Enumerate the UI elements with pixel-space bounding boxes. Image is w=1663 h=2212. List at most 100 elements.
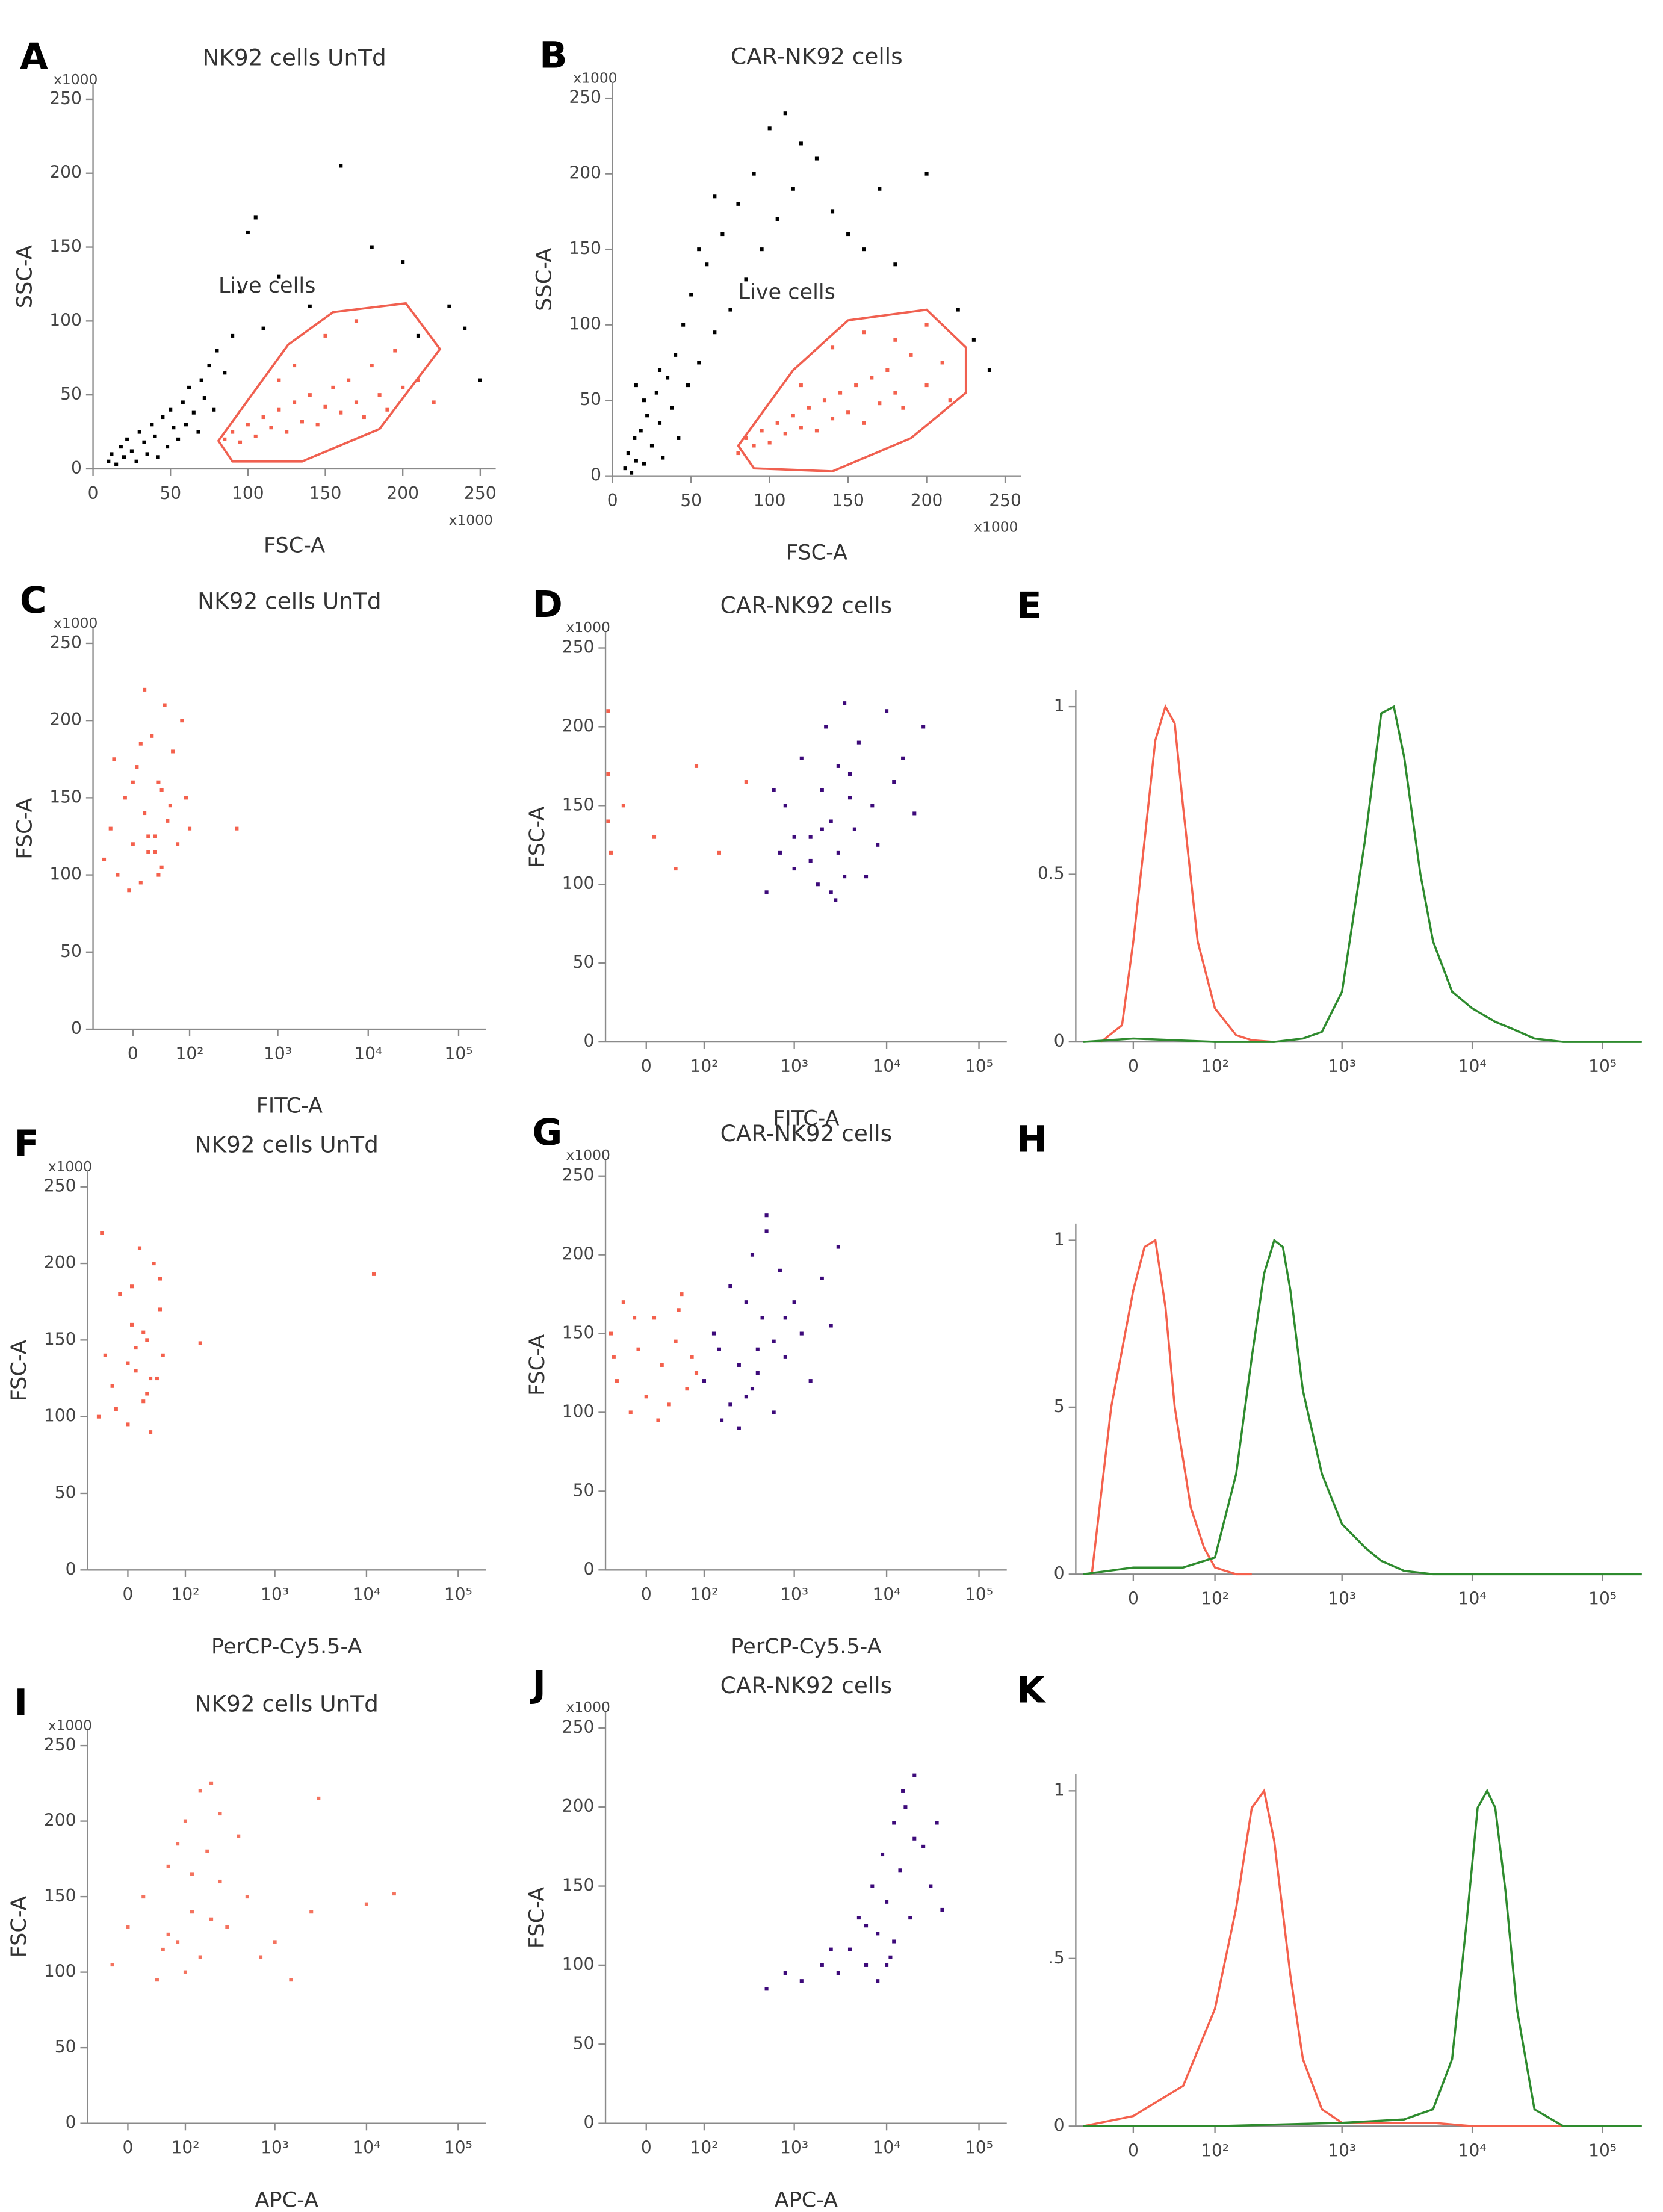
event-dot [187, 385, 191, 389]
y-tick-label: 50 [60, 941, 82, 961]
y-tick-label: 150 [49, 237, 82, 256]
event-dot [145, 1392, 149, 1396]
x-tick-label: 10⁴ [354, 1044, 382, 1064]
y-tick-label: 0 [590, 465, 601, 485]
event-dot [728, 1402, 732, 1407]
y-tick-label: 250 [562, 1165, 595, 1185]
event-dot [657, 421, 662, 425]
event-dot [180, 719, 184, 723]
event-dot [854, 383, 858, 388]
chart-title: NK92 cells UnTd [194, 1690, 378, 1717]
event-dot [862, 421, 866, 425]
event-dot [142, 440, 146, 444]
event-dot [838, 391, 843, 395]
event-dot [231, 333, 235, 338]
event-dot [626, 451, 630, 456]
event-dot [847, 772, 852, 776]
event-dot [153, 850, 157, 854]
x-tick-label: 10² [1201, 2140, 1229, 2160]
event-dot [199, 378, 203, 382]
gate-label: Live cells [738, 279, 835, 304]
x-axis-label: APC-A [775, 2187, 838, 2212]
y-tick-label: 100 [44, 1406, 76, 1426]
y-tick-label: 100 [562, 873, 595, 893]
x-tick-label: 10⁴ [873, 1056, 901, 1076]
y-tick-label: 50 [580, 389, 601, 409]
event-dot [103, 1353, 107, 1357]
event-dot [885, 368, 890, 373]
event-dot [212, 407, 216, 412]
y-multiplier: x1000 [48, 1158, 92, 1175]
event-dot [277, 407, 281, 412]
event-dot [621, 804, 625, 808]
y-tick-label: 50 [60, 384, 82, 404]
y-axis-label: FSC-A [525, 807, 550, 868]
event-dot [198, 1341, 202, 1345]
event-dot [225, 1925, 229, 1929]
event-dot [750, 1253, 755, 1257]
event-dot [96, 1414, 101, 1419]
x-axis-label: FSC-A [786, 540, 847, 565]
event-dot [881, 1852, 885, 1857]
event-dot [940, 1907, 944, 1912]
y-multiplier: x1000 [54, 615, 98, 631]
event-dot [285, 430, 289, 434]
event-dot [929, 1884, 933, 1888]
event-dot [820, 827, 824, 831]
panel-letter: D [532, 584, 562, 626]
event-dot [159, 788, 164, 792]
y-axis-label: SSC-A [531, 248, 556, 311]
event-dot [799, 1979, 804, 1983]
x-tick-label: 250 [464, 483, 497, 503]
y-axis-label: FSC-A [525, 1887, 550, 1948]
event-dot [126, 1422, 130, 1427]
x-tick-label: 10³ [261, 2138, 289, 2158]
chart-title: NK92 cells UnTd [202, 45, 386, 71]
y-tick-label: 5 [1054, 1396, 1065, 1416]
event-dot [416, 378, 420, 382]
x-multiplier: x1000 [974, 519, 1018, 536]
panel-letter: I [14, 1682, 28, 1724]
y-tick-label: 200 [44, 1811, 76, 1830]
event-dot [792, 1300, 796, 1304]
histogram-line [1083, 1238, 1642, 1576]
event-dot [830, 209, 835, 214]
x-tick-label: 0 [1128, 2140, 1139, 2160]
event-dot [129, 449, 134, 453]
event-dot [169, 407, 173, 412]
event-dot [702, 1379, 707, 1383]
y-tick-label: 250 [562, 637, 595, 657]
event-dot [767, 441, 772, 445]
x-tick-label: 10⁴ [352, 1584, 380, 1604]
event-dot [150, 423, 154, 427]
event-dot [110, 1384, 114, 1388]
event-dot [150, 734, 154, 738]
event-dot [155, 1978, 159, 1982]
x-tick-label: 10³ [780, 2138, 808, 2158]
y-multiplier: x1000 [54, 71, 98, 88]
event-dot [799, 383, 803, 388]
y-tick-label: 0 [1054, 1031, 1065, 1051]
event-dot [134, 1369, 138, 1373]
event-dot [783, 111, 787, 116]
event-dot [677, 436, 681, 440]
event-dot [834, 898, 838, 902]
y-tick-label: 200 [44, 1253, 76, 1272]
event-dot [223, 371, 227, 375]
event-dot [856, 740, 861, 745]
event-dot [161, 1947, 165, 1951]
event-dot [339, 410, 343, 415]
event-dot [713, 330, 717, 335]
x-tick-label: 0 [123, 1584, 134, 1604]
panel-letter: H [1017, 1119, 1047, 1161]
event-dot [752, 444, 756, 448]
event-dot [163, 703, 167, 707]
event-dot [808, 1379, 813, 1383]
y-tick-label: 50 [573, 1480, 595, 1500]
event-dot [901, 406, 905, 410]
event-dot [146, 834, 150, 838]
event-dot [347, 378, 351, 382]
event-dot [630, 471, 634, 475]
event-dot [681, 323, 686, 327]
